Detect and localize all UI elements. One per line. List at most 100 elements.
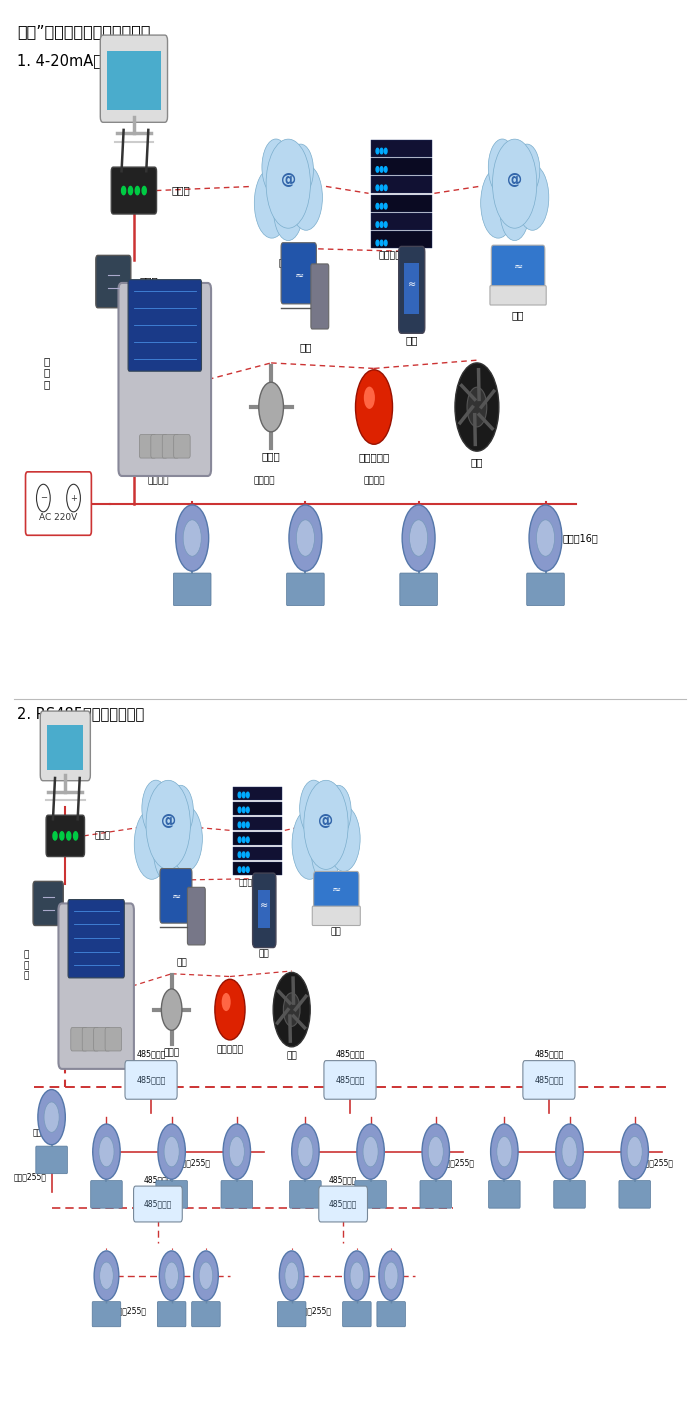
- Circle shape: [135, 186, 139, 194]
- FancyBboxPatch shape: [82, 1027, 99, 1051]
- FancyBboxPatch shape: [491, 245, 545, 294]
- FancyBboxPatch shape: [324, 1061, 376, 1099]
- Text: 互联网: 互联网: [279, 256, 298, 267]
- Text: 可连接255台: 可连接255台: [113, 1306, 146, 1316]
- Circle shape: [428, 1137, 443, 1166]
- Text: 485中继器: 485中继器: [136, 1075, 166, 1085]
- Circle shape: [380, 166, 383, 172]
- FancyBboxPatch shape: [68, 899, 125, 978]
- Circle shape: [246, 808, 249, 813]
- FancyBboxPatch shape: [47, 725, 83, 770]
- Circle shape: [500, 182, 529, 241]
- Circle shape: [350, 1262, 364, 1289]
- Circle shape: [254, 167, 289, 238]
- FancyBboxPatch shape: [107, 52, 161, 110]
- Circle shape: [60, 832, 64, 840]
- Circle shape: [266, 139, 310, 228]
- Circle shape: [384, 222, 387, 228]
- FancyBboxPatch shape: [221, 1180, 253, 1209]
- Circle shape: [285, 1262, 298, 1289]
- FancyBboxPatch shape: [619, 1180, 650, 1209]
- FancyBboxPatch shape: [150, 435, 167, 459]
- Text: 485中继器: 485中继器: [329, 1176, 357, 1185]
- Circle shape: [242, 822, 245, 827]
- Text: 风机: 风机: [470, 457, 483, 467]
- Circle shape: [467, 387, 486, 426]
- Circle shape: [161, 989, 182, 1030]
- FancyBboxPatch shape: [370, 176, 433, 193]
- FancyBboxPatch shape: [489, 1180, 520, 1209]
- Circle shape: [74, 832, 78, 840]
- Circle shape: [376, 186, 379, 190]
- Ellipse shape: [359, 412, 389, 431]
- Text: 电脑: 电脑: [299, 342, 312, 352]
- Circle shape: [376, 204, 379, 210]
- Circle shape: [238, 792, 241, 798]
- Text: 路由器: 路由器: [172, 186, 190, 196]
- Circle shape: [230, 1137, 244, 1166]
- Circle shape: [376, 148, 379, 153]
- Circle shape: [246, 837, 249, 843]
- Circle shape: [279, 1251, 304, 1300]
- FancyBboxPatch shape: [370, 139, 433, 156]
- Circle shape: [380, 148, 383, 153]
- Circle shape: [380, 204, 383, 210]
- Circle shape: [328, 806, 360, 871]
- Circle shape: [290, 165, 323, 231]
- Circle shape: [142, 186, 146, 194]
- Circle shape: [222, 993, 231, 1012]
- Circle shape: [238, 867, 241, 872]
- Circle shape: [153, 823, 183, 882]
- Circle shape: [38, 1089, 65, 1145]
- Text: 可连接255台: 可连接255台: [441, 1158, 474, 1168]
- FancyBboxPatch shape: [92, 1301, 120, 1327]
- Circle shape: [215, 979, 245, 1040]
- Circle shape: [262, 139, 290, 196]
- Circle shape: [300, 779, 328, 836]
- FancyBboxPatch shape: [91, 1180, 122, 1209]
- Circle shape: [176, 505, 209, 571]
- Text: 风机: 风机: [286, 1051, 297, 1059]
- Text: 终端: 终端: [512, 311, 524, 321]
- Circle shape: [158, 1124, 186, 1179]
- FancyBboxPatch shape: [96, 255, 131, 308]
- Circle shape: [183, 519, 202, 556]
- Text: 单机版电脑: 单机版电脑: [118, 166, 150, 176]
- Text: ≈: ≈: [332, 885, 341, 895]
- FancyBboxPatch shape: [314, 871, 359, 915]
- Text: 485中继器: 485中继器: [329, 1200, 357, 1209]
- Text: 互联网: 互联网: [318, 885, 334, 895]
- Text: ≈: ≈: [260, 900, 268, 910]
- Circle shape: [36, 484, 50, 512]
- Text: 信号输出: 信号输出: [253, 477, 275, 485]
- FancyBboxPatch shape: [526, 573, 564, 605]
- Text: 信号输出: 信号输出: [92, 1185, 111, 1193]
- FancyBboxPatch shape: [281, 242, 316, 304]
- Circle shape: [164, 1262, 178, 1289]
- Circle shape: [164, 1137, 179, 1166]
- Text: ≈: ≈: [407, 280, 416, 290]
- Circle shape: [44, 1102, 59, 1133]
- FancyBboxPatch shape: [188, 888, 205, 946]
- Text: 大众”系列带显示固定式检测仪: 大众”系列带显示固定式检测仪: [18, 24, 150, 39]
- Text: 电脑: 电脑: [176, 958, 188, 968]
- Text: 通
讯
线: 通 讯 线: [43, 356, 50, 390]
- Circle shape: [384, 186, 387, 190]
- FancyBboxPatch shape: [404, 263, 419, 314]
- Text: 电磁阀: 电磁阀: [164, 1048, 180, 1057]
- Circle shape: [402, 505, 435, 571]
- FancyBboxPatch shape: [232, 861, 282, 875]
- Circle shape: [376, 166, 379, 172]
- Circle shape: [292, 809, 327, 879]
- Circle shape: [292, 1124, 319, 1179]
- FancyBboxPatch shape: [160, 868, 192, 923]
- Circle shape: [238, 822, 241, 827]
- Circle shape: [384, 1262, 398, 1289]
- Text: @: @: [281, 172, 296, 187]
- FancyBboxPatch shape: [71, 1027, 88, 1051]
- Text: AC 220V: AC 220V: [39, 514, 78, 522]
- FancyBboxPatch shape: [46, 815, 85, 857]
- Circle shape: [122, 186, 126, 194]
- FancyBboxPatch shape: [490, 286, 546, 305]
- Circle shape: [274, 182, 303, 241]
